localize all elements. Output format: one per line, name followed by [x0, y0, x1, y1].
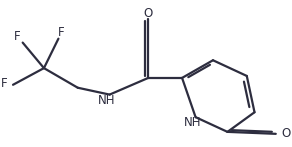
Text: NH: NH — [184, 116, 201, 129]
Text: O: O — [281, 127, 290, 140]
Text: O: O — [144, 7, 153, 20]
Text: F: F — [14, 30, 20, 43]
Text: F: F — [58, 26, 65, 39]
Text: F: F — [1, 77, 8, 90]
Text: NH: NH — [98, 94, 116, 107]
